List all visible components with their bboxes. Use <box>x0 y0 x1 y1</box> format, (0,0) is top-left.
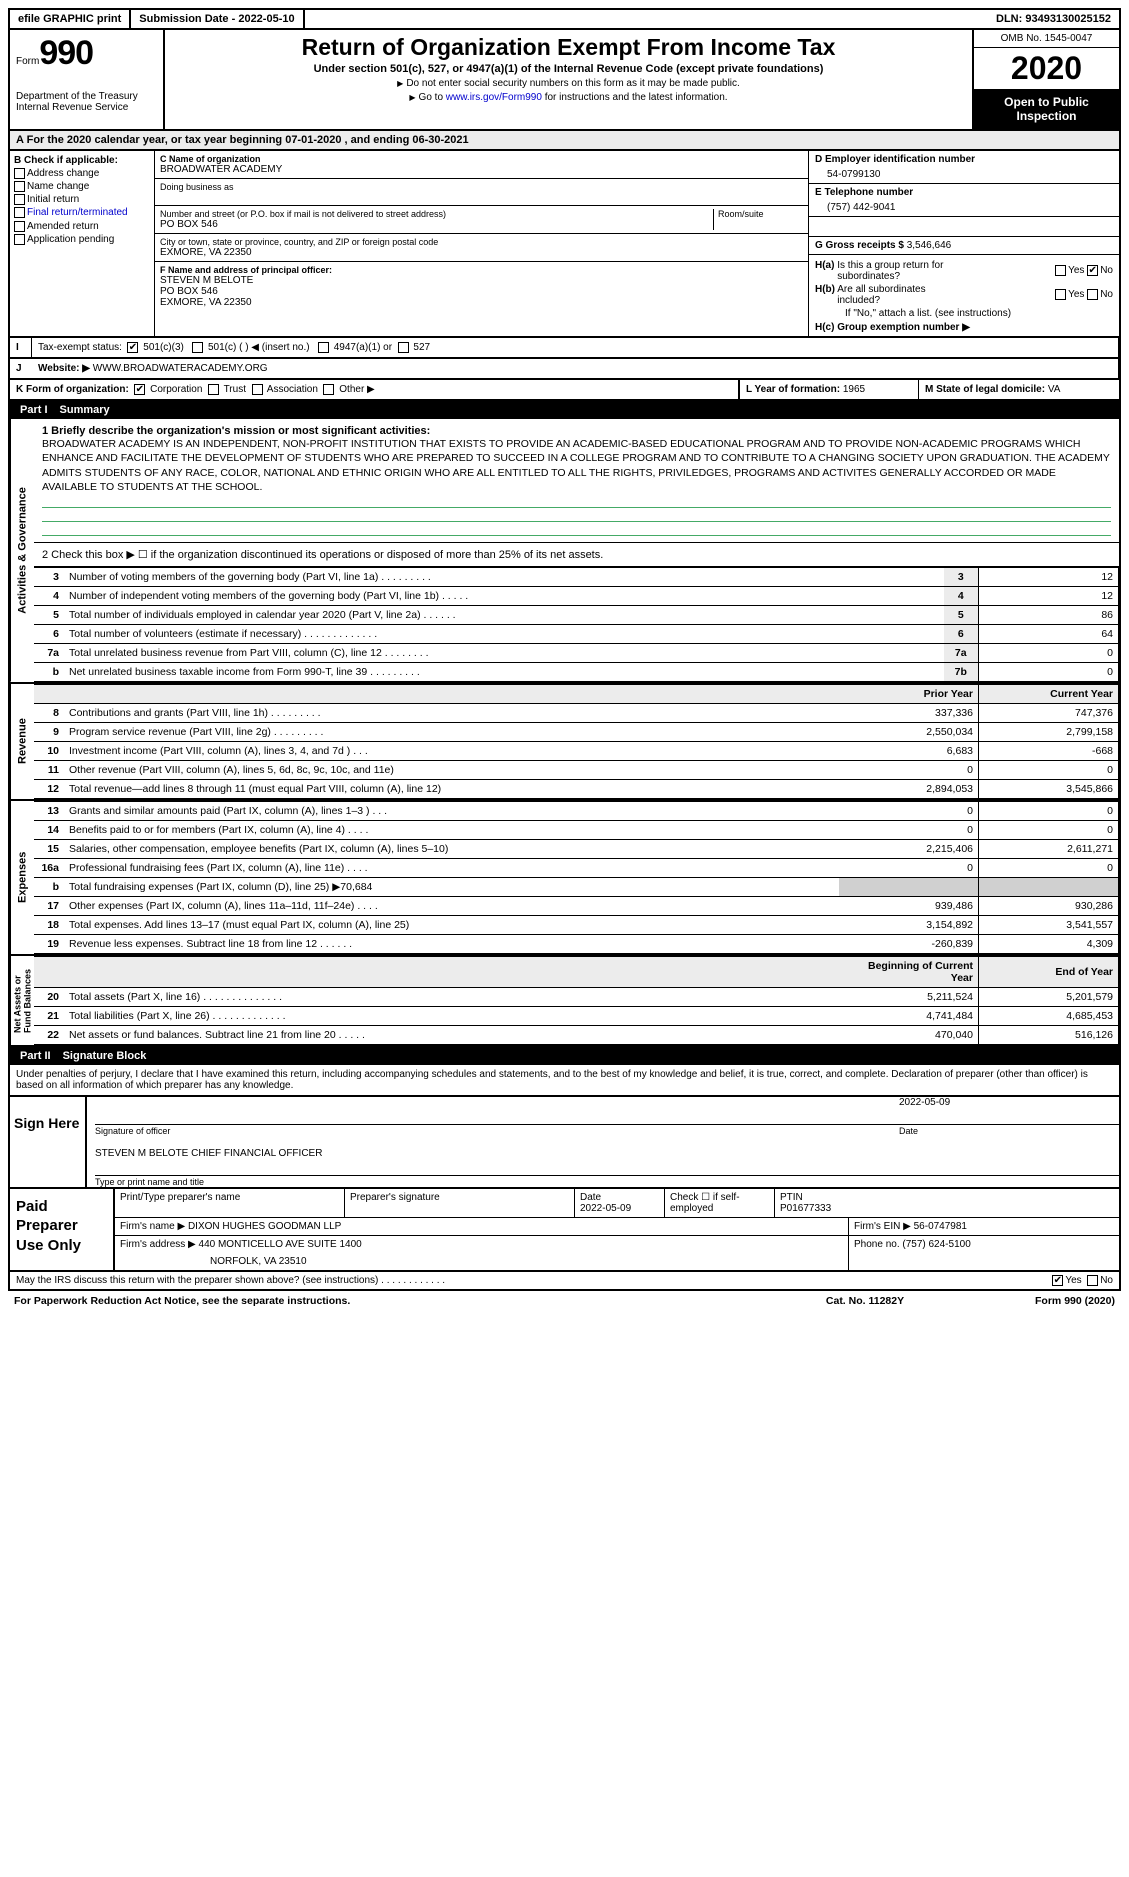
governance-table: 3Number of voting members of the governi… <box>34 567 1119 682</box>
penalties-text: Under penalties of perjury, I declare th… <box>8 1065 1121 1097</box>
form-footer: Form 990 (2020) <box>965 1295 1115 1307</box>
website: WWW.BROADWATERACADEMY.ORG <box>93 363 268 374</box>
box-b-header: B Check if applicable: <box>14 155 150 166</box>
omb-number: OMB No. 1545-0047 <box>974 30 1119 48</box>
form-subtitle: Under section 501(c), 527, or 4947(a)(1)… <box>171 63 966 75</box>
phone: (757) 442-9041 <box>815 198 1113 213</box>
preparer-phone: (757) 624-5100 <box>902 1239 970 1250</box>
expenses-table: 13Grants and similar amounts paid (Part … <box>34 801 1119 954</box>
firm-name: DIXON HUGHES GOODMAN LLP <box>188 1221 341 1232</box>
firm-ein: 56-0747981 <box>914 1221 967 1232</box>
officer-name: STEVEN M BELOTE <box>160 275 803 286</box>
pra-notice: For Paperwork Reduction Act Notice, see … <box>14 1295 765 1307</box>
goto-note: Go to www.irs.gov/Form990 for instructio… <box>171 92 966 103</box>
vtab-net: Net Assets or Fund Balances <box>10 956 34 1045</box>
ptin: P01677333 <box>780 1203 1114 1214</box>
part2-header: Part IISignature Block <box>8 1047 1121 1065</box>
net-assets-table: Beginning of Current YearEnd of Year20To… <box>34 956 1119 1045</box>
part1-header: Part ISummary <box>8 401 1121 419</box>
vtab-activities: Activities & Governance <box>10 419 34 682</box>
form-title: Return of Organization Exempt From Incom… <box>171 34 966 61</box>
sign-here-label: Sign Here <box>10 1097 85 1187</box>
entity-section: B Check if applicable: Address change Na… <box>8 151 1121 338</box>
dept-treasury: Department of the Treasury Internal Reve… <box>16 91 157 113</box>
tax-year: 2020 <box>974 48 1119 89</box>
revenue-table: Prior YearCurrent Year8Contributions and… <box>34 684 1119 799</box>
street: PO BOX 546 <box>160 219 713 230</box>
line2: 2 Check this box ▶ ☐ if the organization… <box>34 543 1119 567</box>
top-bar: efile GRAPHIC print Submission Date - 20… <box>8 8 1121 28</box>
dln: DLN: 93493130025152 <box>988 10 1119 28</box>
mission-text: BROADWATER ACADEMY IS AN INDEPENDENT, NO… <box>42 437 1111 494</box>
efile-label: efile GRAPHIC print <box>10 10 131 28</box>
officer-name-title: STEVEN M BELOTE CHIEF FINANCIAL OFFICER <box>95 1148 1119 1159</box>
form-word: Form <box>16 56 39 67</box>
vtab-revenue: Revenue <box>10 684 34 799</box>
cat-no: Cat. No. 11282Y <box>765 1295 965 1307</box>
form-number: 990 <box>39 34 93 72</box>
irs-link[interactable]: www.irs.gov/Form990 <box>446 92 542 103</box>
gross-receipts: 3,546,646 <box>907 240 952 251</box>
vtab-expenses: Expenses <box>10 801 34 954</box>
city: EXMORE, VA 22350 <box>160 247 803 258</box>
org-name: BROADWATER ACADEMY <box>160 164 803 175</box>
submission-date: Submission Date - 2022-05-10 <box>131 10 304 28</box>
paid-preparer-label: Paid Preparer Use Only <box>10 1189 115 1270</box>
ssn-note: Do not enter social security numbers on … <box>171 78 966 89</box>
period-row: A For the 2020 calendar year, or tax yea… <box>8 131 1121 151</box>
open-public: Open to Public Inspection <box>974 89 1119 129</box>
ein: 54-0799130 <box>815 165 1113 180</box>
form-header: Form990 Department of the Treasury Inter… <box>8 28 1121 131</box>
